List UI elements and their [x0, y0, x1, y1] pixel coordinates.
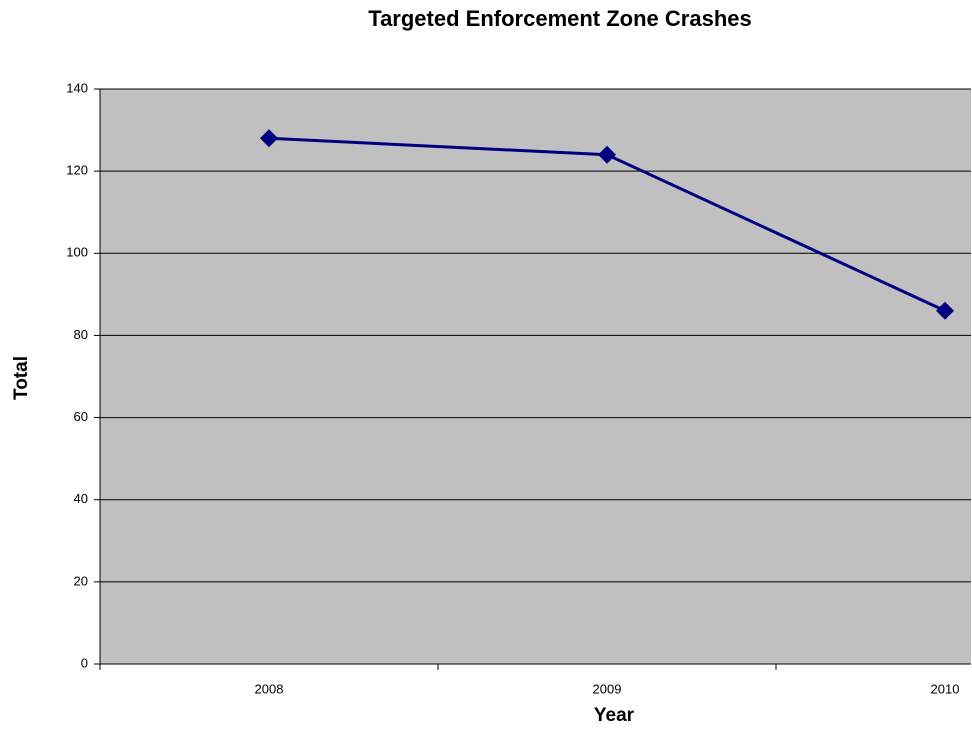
x-tick-label: 2008: [255, 681, 284, 696]
marker: [260, 129, 278, 148]
x-axis-label: Year: [594, 705, 635, 726]
x-tick-label: 2009: [593, 681, 622, 696]
marker: [598, 145, 616, 164]
y-axis-label: Total: [11, 356, 32, 400]
y-tick-label: 100: [66, 245, 88, 260]
y-tick-label: 120: [66, 163, 88, 178]
x-tick-label: 2010: [931, 681, 960, 696]
y-tick-label: 20: [74, 573, 88, 588]
y-tick-label: 40: [74, 491, 88, 506]
y-tick-label: 80: [74, 327, 88, 342]
marker: [936, 301, 954, 320]
plot-area: [100, 89, 971, 664]
y-tick-label: 140: [66, 80, 88, 95]
chart-title: Targeted Enforcement Zone Crashes: [368, 6, 751, 31]
y-tick-label: 60: [74, 409, 88, 424]
y-tick-label: 0: [81, 655, 88, 670]
